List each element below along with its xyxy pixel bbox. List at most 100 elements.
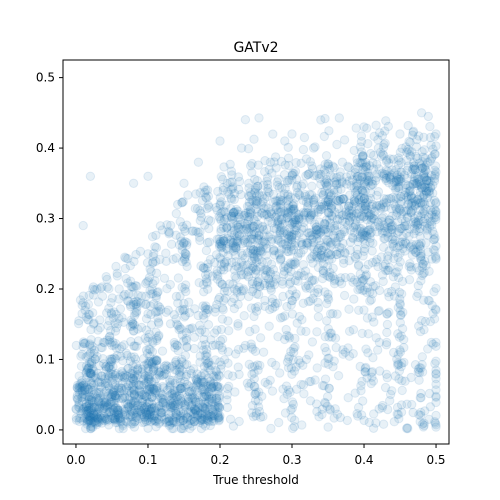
scatter-point (398, 307, 408, 317)
scatter-point (72, 392, 82, 403)
scatter-point (258, 225, 268, 235)
scatter-point (414, 131, 424, 141)
scatter-point (285, 258, 296, 268)
scatter-point (252, 196, 263, 206)
scatter-point (112, 374, 122, 384)
scatter-point (219, 258, 230, 268)
scatter-point (175, 415, 185, 425)
scatter-point (427, 152, 437, 162)
scatter-point (280, 183, 290, 194)
scatter-point (299, 217, 309, 228)
scatter-point (397, 214, 407, 224)
scatter-point (176, 371, 186, 381)
scatter-point (129, 390, 140, 400)
scatter-point (258, 197, 268, 207)
scatter-point (169, 401, 179, 411)
scatter-point (321, 178, 331, 189)
scatter-point (419, 173, 429, 183)
scatter-point (149, 362, 159, 372)
scatter-point (355, 284, 365, 294)
scatter-point (406, 372, 416, 383)
scatter-point (421, 260, 431, 271)
scatter-point (408, 164, 418, 174)
scatter-point (150, 354, 160, 365)
scatter-point (334, 196, 344, 206)
scatter-point (381, 173, 392, 183)
x-tick-label: 0.0 (66, 453, 85, 467)
scatter-point (238, 210, 249, 221)
scatter-point (403, 181, 413, 191)
scatter-point (402, 192, 412, 202)
scatter-point (399, 342, 409, 353)
scatter-point (100, 398, 110, 409)
scatter-point (164, 416, 174, 427)
scatter-point (232, 285, 242, 295)
scatter-point (371, 120, 381, 130)
scatter-point (153, 331, 164, 342)
scatter-point (100, 397, 110, 407)
scatter-point (366, 227, 376, 238)
scatter-point (248, 249, 259, 259)
scatter-point (208, 416, 219, 426)
scatter-point (200, 404, 210, 414)
scatter-point (125, 301, 136, 312)
scatter-point (110, 318, 120, 328)
scatter-point (80, 386, 90, 396)
scatter-point (323, 178, 334, 189)
scatter-point (259, 203, 269, 214)
scatter-point (412, 179, 422, 189)
scatter-point (90, 371, 100, 382)
scatter-point (384, 171, 394, 182)
scatter-point (352, 224, 362, 234)
scatter-point (178, 221, 188, 232)
scatter-point (431, 356, 441, 366)
scatter-point (260, 301, 270, 311)
scatter-point (318, 268, 329, 278)
scatter-point (357, 196, 368, 206)
scatter-point (247, 195, 257, 206)
scatter-point (307, 161, 317, 171)
scatter-point (255, 281, 265, 291)
scatter-point (78, 291, 89, 301)
scatter-point (283, 363, 294, 373)
scatter-point (282, 196, 292, 206)
scatter-point (148, 258, 158, 268)
scatter-point (93, 414, 103, 424)
scatter-point (119, 291, 129, 301)
scatter-point (313, 284, 323, 294)
scatter-point (394, 203, 404, 214)
scatter-point (331, 179, 341, 190)
scatter-point (129, 422, 140, 432)
scatter-point (190, 304, 200, 314)
scatter-point (387, 386, 397, 396)
scatter-point (356, 131, 367, 141)
scatter-point (161, 401, 171, 411)
scatter-point (189, 416, 200, 426)
scatter-point (78, 390, 88, 400)
scatter-point (256, 246, 266, 256)
y-tick-label: 0.0 (36, 423, 55, 437)
scatter-point (195, 357, 205, 367)
scatter-point (91, 373, 101, 383)
scatter-point (136, 407, 146, 417)
scatter-point (402, 147, 412, 157)
scatter-point (379, 202, 389, 213)
scatter-point (157, 397, 167, 407)
scatter-point (160, 398, 171, 408)
scatter-point (197, 413, 207, 424)
scatter-point (244, 201, 254, 211)
scatter-point (422, 225, 432, 235)
scatter-point (84, 368, 94, 378)
scatter-point (99, 359, 109, 369)
scatter-point (333, 185, 343, 196)
scatter-point (383, 232, 393, 242)
scatter-point (149, 377, 159, 387)
scatter-point (353, 208, 363, 218)
scatter-point (322, 401, 332, 411)
scatter-point (404, 187, 414, 197)
scatter-point (128, 319, 138, 329)
scatter-point (76, 382, 86, 393)
scatter-point (107, 293, 118, 303)
scatter-point (268, 129, 278, 139)
scatter-point (290, 333, 300, 344)
